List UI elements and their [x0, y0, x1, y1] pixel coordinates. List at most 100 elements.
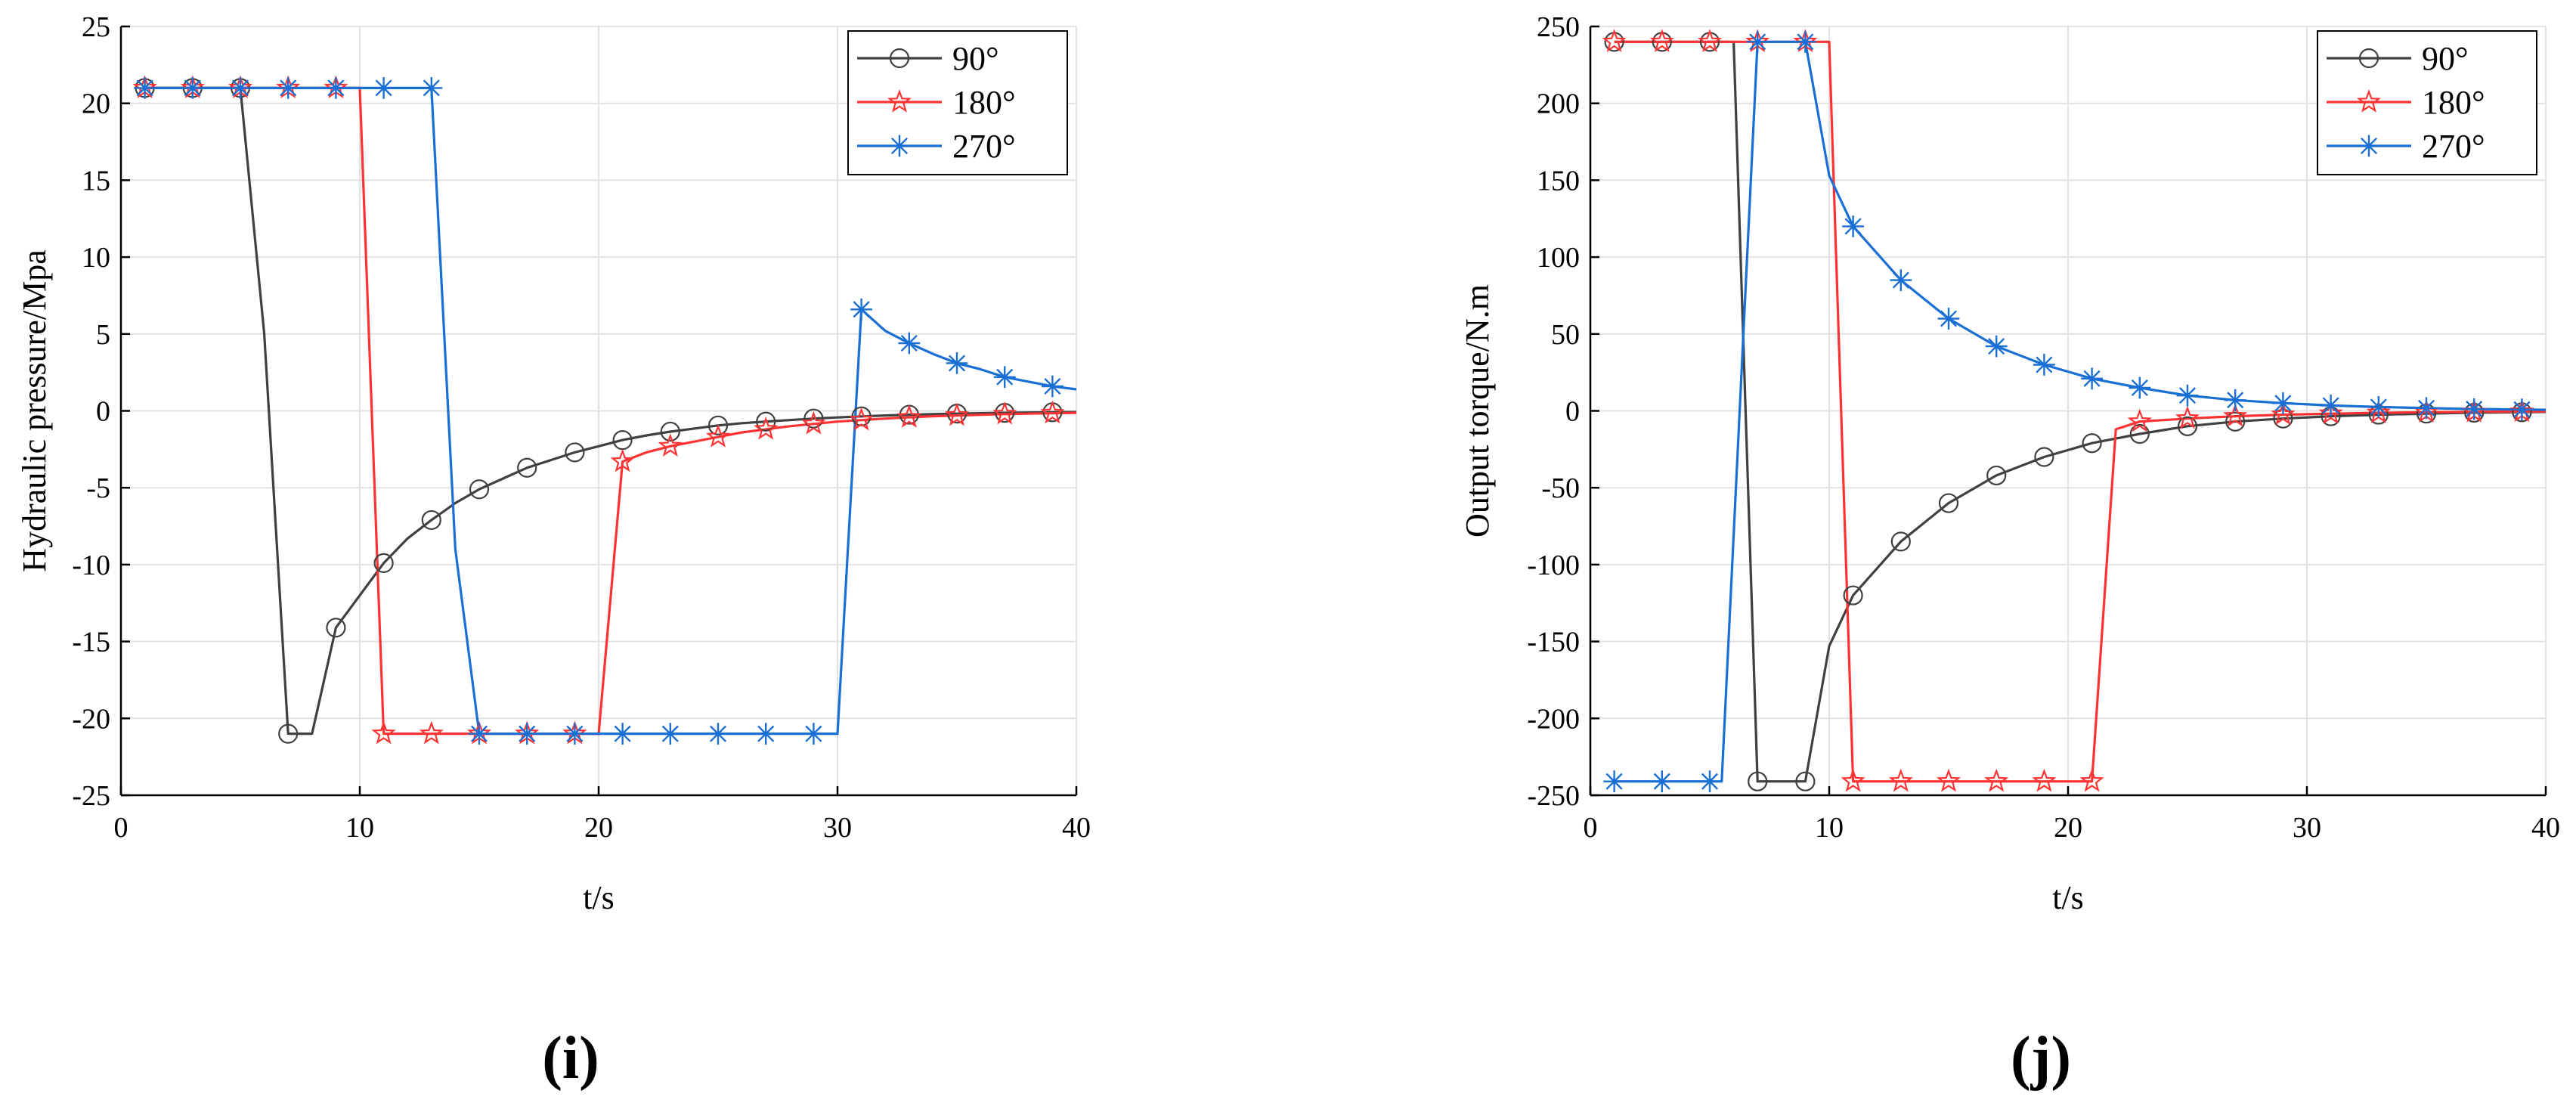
y-tick-label: 150: [1537, 165, 1580, 197]
data-point: [2511, 398, 2533, 421]
y-tick-label: 250: [1537, 11, 1580, 43]
data-point: [2127, 408, 2152, 432]
legend-entry: 180°: [2422, 84, 2485, 121]
figure-label-i: (i): [542, 1025, 599, 1092]
data-point: [1603, 770, 1625, 793]
y-tick-label: -10: [72, 550, 110, 581]
data-point: [1040, 400, 1065, 424]
y-tick-label: -200: [1527, 703, 1580, 735]
y-axis-title: Hydraulic pressure/Mpa: [16, 249, 53, 571]
y-tick-label: -25: [72, 780, 110, 812]
data-point: [2224, 389, 2246, 411]
data-point: [517, 457, 537, 478]
data-point: [1890, 531, 1911, 552]
data-point: [325, 77, 347, 99]
data-point: [134, 77, 156, 99]
series-line: [144, 86, 1077, 736]
data-point: [2318, 401, 2343, 424]
y-tick-label: -50: [1541, 472, 1580, 504]
legend-swatch-marker: [889, 48, 910, 69]
data-point: [1985, 335, 2008, 358]
legend-swatch-marker: [2358, 135, 2380, 157]
data-point: [801, 410, 826, 435]
grid: [1590, 26, 2547, 796]
x-tick-label: 20: [2054, 812, 2082, 844]
data-point: [277, 77, 299, 99]
x-tick-label: 40: [2531, 812, 2560, 844]
chart-hydraulic-pressure: 0 10 20 30 40 -25 -20 -15 -10 -5 0 5 10 15 20 25 t/s Hydr…: [16, 11, 1091, 916]
data-point: [659, 723, 682, 745]
data-point: [2082, 433, 2102, 454]
data-point: [278, 723, 299, 744]
data-point: [1937, 308, 1960, 330]
y-tick-label: 20: [82, 88, 110, 120]
legend-swatch-marker: [888, 135, 911, 157]
x-tick-label: 10: [345, 812, 374, 844]
data-point: [516, 723, 538, 745]
legend-entry: 90°: [2422, 40, 2469, 77]
data-point: [2032, 768, 2057, 792]
data-point: [420, 77, 443, 99]
data-point: [1794, 30, 1816, 53]
series-markers: [132, 75, 1065, 745]
y-tick-label: 25: [82, 11, 110, 43]
legend-entry: 270°: [952, 128, 1016, 165]
data-point: [993, 366, 1016, 389]
data-point: [754, 416, 779, 440]
data-point: [1649, 29, 1674, 53]
data-point: [2079, 768, 2104, 792]
x-tick-label: 30: [2293, 812, 2321, 844]
data-point: [754, 723, 777, 745]
data-point: [849, 407, 874, 431]
data-point: [2320, 395, 2342, 417]
series-markers: [134, 77, 1064, 745]
data-point: [1748, 771, 1768, 791]
y-tick-label: 100: [1537, 242, 1580, 274]
data-point: [2367, 396, 2390, 418]
data-point: [944, 402, 970, 426]
data-point: [705, 424, 731, 448]
data-point: [2463, 398, 2485, 420]
legend-swatch-marker: [887, 89, 912, 113]
data-point: [1795, 771, 1816, 791]
series-markers: [1603, 30, 2533, 793]
legend-swatch-marker: [2358, 48, 2379, 69]
x-tick-label: 30: [823, 812, 852, 844]
x-tick-label: 40: [1062, 812, 1091, 844]
y-tick-label: 50: [1551, 319, 1580, 351]
data-point: [469, 479, 490, 500]
data-point: [1843, 585, 1863, 606]
data-point: [2271, 401, 2296, 426]
legend-entry: 90°: [952, 40, 999, 77]
data-point: [1841, 768, 1865, 792]
data-point: [1602, 29, 1627, 53]
data-point: [373, 77, 395, 99]
data-point: [946, 352, 968, 374]
data-point: [2225, 411, 2246, 432]
x-tick-label: 0: [114, 812, 128, 844]
data-point: [1938, 493, 1959, 513]
y-tick-label: -150: [1527, 627, 1580, 658]
data-point: [1986, 465, 2007, 486]
data-point: [658, 433, 683, 457]
data-point: [1842, 215, 1864, 237]
data-point: [2177, 416, 2198, 436]
data-point: [707, 415, 729, 435]
data-point: [468, 723, 491, 745]
data-point: [229, 77, 252, 99]
data-point: [1984, 768, 2009, 792]
data-point: [1888, 768, 1913, 792]
data-point: [1698, 770, 1721, 793]
data-point: [850, 298, 872, 321]
y-tick-label: -250: [1527, 780, 1580, 812]
y-tick-label: 10: [82, 242, 110, 274]
data-point: [2081, 367, 2103, 390]
data-point: [2129, 423, 2150, 444]
legend-entry: 270°: [2422, 128, 2485, 165]
y-tick-label: -100: [1527, 550, 1580, 581]
data-point: [2033, 354, 2055, 376]
data-point: [1890, 269, 1912, 291]
y-tick-label: 0: [96, 396, 110, 428]
data-point: [1746, 30, 1769, 53]
